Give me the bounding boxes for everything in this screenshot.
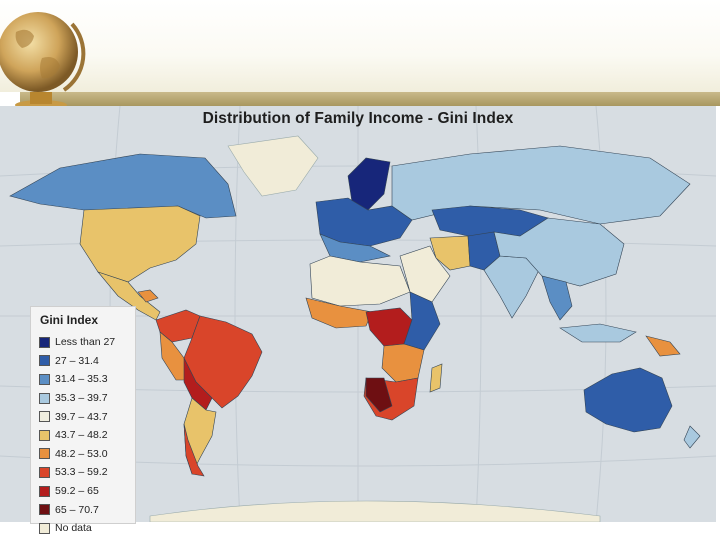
region-greenland: [227, 135, 319, 197]
region-india: [483, 255, 541, 319]
legend-label: Less than 27: [55, 336, 116, 349]
region-chile: [183, 423, 205, 477]
legend-item: 43.7 – 48.2: [39, 426, 115, 445]
legend-label: 27 – 31.4: [55, 354, 99, 367]
region-papua: [645, 335, 681, 357]
legend-label: 31.4 – 35.3: [55, 373, 108, 386]
legend-label: 65 – 70.7: [55, 503, 99, 516]
region-namibia-botswana: [365, 377, 393, 413]
legend-swatch: [39, 336, 50, 348]
region-china: [493, 217, 625, 287]
region-north-africa: [309, 255, 411, 307]
legend-item: 65 – 70.7: [39, 500, 115, 519]
region-west-africa: [305, 297, 373, 329]
region-australia: [583, 367, 673, 433]
map-title: Distribution of Family Income - Gini Ind…: [202, 110, 514, 127]
legend-swatch: [39, 448, 50, 460]
legend-item: No data: [39, 519, 115, 538]
region-indonesia: [559, 323, 637, 343]
legend-label: 53.3 – 59.2: [55, 466, 108, 479]
region-antarctica: [149, 500, 601, 522]
legend-swatch: [39, 522, 50, 534]
legend-title: Gini Index: [40, 313, 99, 327]
legend-label: 48.2 – 53.0: [55, 447, 108, 460]
legend-list: Less than 27 27 – 31.4 31.4 – 35.3 35.3 …: [39, 333, 115, 538]
legend-item: 53.3 – 59.2: [39, 463, 115, 482]
region-south-central-africa: [381, 343, 425, 383]
legend-swatch: [39, 466, 50, 478]
region-new-zealand: [683, 425, 701, 449]
region-iran: [429, 235, 471, 271]
legend-swatch: [39, 355, 50, 367]
region-usa: [79, 205, 201, 283]
legend-swatch: [39, 392, 50, 404]
legend-item: 59.2 – 65: [39, 482, 115, 501]
globe-icon: [0, 12, 86, 110]
legend-swatch: [39, 429, 50, 441]
legend-item: 48.2 – 53.0: [39, 445, 115, 464]
region-se-asia: [541, 275, 573, 321]
region-central-america: [137, 289, 159, 303]
slide-header-band: [0, 0, 720, 92]
region-mexico: [97, 271, 161, 321]
region-canada: [9, 153, 237, 219]
legend-label: No data: [55, 522, 92, 535]
legend-swatch: [39, 411, 50, 423]
legend-label: 43.7 – 48.2: [55, 429, 108, 442]
slide-header-bar: [20, 92, 720, 106]
legend-label: 59.2 – 65: [55, 485, 99, 498]
legend-item: 31.4 – 35.3: [39, 370, 115, 389]
world-map: [0, 106, 716, 522]
legend-item: 35.3 – 39.7: [39, 389, 115, 408]
region-russia: [391, 145, 691, 225]
legend-swatch: [39, 504, 50, 516]
legend-label: 35.3 – 39.7: [55, 392, 108, 405]
legend-item: 27 – 31.4: [39, 352, 115, 371]
legend-label: 39.7 – 43.7: [55, 410, 108, 423]
region-madagascar: [429, 363, 443, 393]
legend-item: Less than 27: [39, 333, 115, 352]
legend-swatch: [39, 373, 50, 385]
legend: Gini Index Less than 27 27 – 31.4 31.4 –…: [30, 306, 136, 534]
legend-item: 39.7 – 43.7: [39, 407, 115, 426]
legend-swatch: [39, 485, 50, 497]
